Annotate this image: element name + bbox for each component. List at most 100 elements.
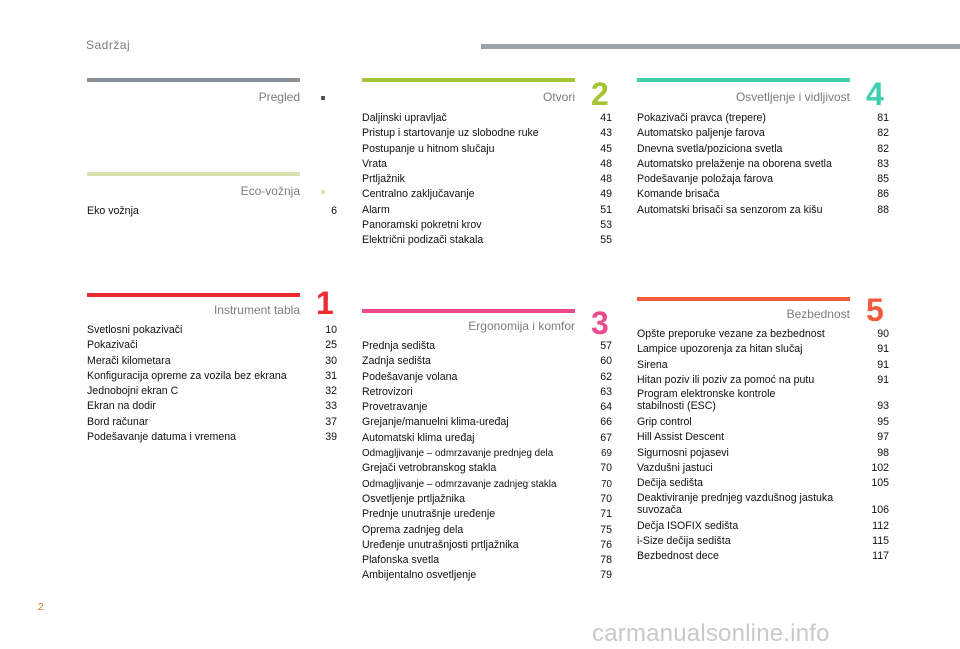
toc-entry[interactable]: Osvetljenje prtljažnika 70	[362, 492, 612, 507]
toc-entry[interactable]: Daljinski upravljač 41	[362, 111, 612, 126]
section-number: 2	[591, 76, 609, 112]
entry-title: Provetravanje	[362, 401, 428, 414]
section-otvori: Otvori 2 Daljinski upravljač 41 Pristup i…	[362, 78, 612, 253]
entry-title: Sigurnosni pojasevi	[637, 446, 729, 459]
section-marker	[321, 190, 325, 194]
toc-entry[interactable]: Ambijentalno osvetljenje 79	[362, 568, 612, 583]
entry-title: i-Size dečija sedišta	[637, 534, 731, 547]
section-bezbednost: Bezbednost 5 Opšte preporuke vezane za b…	[637, 294, 889, 577]
section-bar	[87, 172, 300, 176]
toc-entry[interactable]: Postupanje u hitnom slučaju 45	[362, 142, 612, 157]
toc-entry[interactable]: Pokazivači pravca (trepere) 81	[637, 111, 889, 126]
toc-entry[interactable]: Sigurnosni pojasevi 98	[637, 446, 889, 461]
toc-entry[interactable]: Grip control 95	[637, 415, 889, 430]
entry-page: 32	[325, 385, 337, 398]
toc-entry[interactable]: Odmagljivanje – odmrzavanje prednjeg del…	[362, 446, 612, 461]
toc-entry[interactable]: Vrata 48	[362, 157, 612, 172]
toc-entry[interactable]: Električni podizači stakala 55	[362, 233, 612, 248]
entry-title: Podešavanje volana	[362, 370, 458, 383]
section-number: 4	[866, 76, 884, 112]
toc-entry[interactable]: Pokazivači 25	[87, 338, 337, 353]
entry-title: Dnevna svetla/poziciona svetla	[637, 142, 783, 155]
toc-entry[interactable]: Hill Assist Descent 97	[637, 430, 889, 445]
page-header-title: Sadržaj	[86, 38, 131, 52]
entry-list: Prednja sedišta 57 Zadnja sedišta 60 Podeš…	[362, 339, 612, 584]
entry-title: Hitan poziv ili poziv za pomoć na putu	[637, 373, 815, 386]
toc-entry[interactable]: i-Size dečija sedišta 115	[637, 534, 889, 549]
toc-entry[interactable]: Lampice upozorenja za hitan slučaj 91	[637, 342, 889, 357]
toc-entry[interactable]: Prtljažnik 48	[362, 172, 612, 187]
toc-entry[interactable]: Prednja sedišta 57	[362, 339, 612, 354]
toc-entry[interactable]: Program elektronske kontrole stabilnosti…	[637, 388, 889, 412]
section-marker	[321, 96, 325, 100]
toc-entry[interactable]: Dečja ISOFIX sedišta 112	[637, 519, 889, 534]
toc-entry[interactable]: Panoramski pokretni krov 53	[362, 218, 612, 233]
toc-entry[interactable]: Dnevna svetla/poziciona svetla 82	[637, 142, 889, 157]
entry-title: Automatski klima uređaj	[362, 431, 475, 444]
toc-entry[interactable]: Prednje unutrašnje uređenje 71	[362, 507, 612, 522]
entry-page: 30	[325, 354, 337, 367]
toc-entry[interactable]: Podešavanje volana 62	[362, 370, 612, 385]
toc-entry[interactable]: Centralno zaključavanje 49	[362, 187, 612, 202]
section-ergonomija: Ergonomija i komfor 3 Prednja sedišta 57 …	[362, 307, 612, 589]
entry-page: 63	[600, 385, 612, 398]
toc-entry[interactable]: Grejanje/manuelni klima-uređaj 66	[362, 415, 612, 430]
toc-entry[interactable]: Automatsko paljenje farova 82	[637, 126, 889, 141]
entry-title: Komande brisača	[637, 188, 720, 201]
entry-page: 82	[877, 127, 889, 140]
entry-page: 91	[877, 343, 889, 356]
entry-page: 48	[600, 157, 612, 170]
toc-entry[interactable]: Podešavanje datuma i vremena 39	[87, 430, 337, 445]
toc-entry[interactable]: Automatsko prelaženje na oborena svetla 8…	[637, 157, 889, 172]
watermark: carmanualsonline.info	[592, 620, 830, 647]
entry-title: Električni podizači stakala	[362, 234, 484, 247]
toc-entry[interactable]: Oprema zadnjeg dela 75	[362, 523, 612, 538]
toc-entry[interactable]: Podešavanje položaja farova 85	[637, 172, 889, 187]
toc-entry[interactable]: Provetravanje 64	[362, 400, 612, 415]
entry-title: Jednobojni ekran C	[87, 385, 179, 398]
toc-entry[interactable]: Automatski brisači sa senzorom za kišu 88	[637, 203, 889, 218]
entry-page: 25	[325, 339, 337, 352]
toc-entry[interactable]: Komande brisača 86	[637, 187, 889, 202]
toc-entry[interactable]: Ekran na dodir 33	[87, 399, 337, 414]
entry-title: Merači kilometara	[87, 354, 171, 367]
toc-entry[interactable]: Uređenje unutrašnjosti prtljažnika 76	[362, 538, 612, 553]
toc-entry[interactable]: Plafonska svetla 78	[362, 553, 612, 568]
toc-entry[interactable]: Alarm 51	[362, 203, 612, 218]
toc-entry[interactable]: Deaktiviranje prednjeg vazdušnog jastuka…	[637, 492, 889, 516]
entry-title: Bord računar	[87, 415, 149, 428]
toc-entry[interactable]: Eko vožnja 6	[87, 204, 337, 219]
toc-entry[interactable]: Odmagljivanje – odmrzavanje zadnjeg stak…	[362, 477, 612, 492]
entry-title: Program elektronske kontrole stabilnosti…	[637, 388, 776, 413]
toc-entry[interactable]: Dečija sedišta 105	[637, 476, 889, 491]
toc-entry[interactable]: Konfiguracija opreme za vozila bez ekran…	[87, 369, 337, 384]
entry-page: 67	[600, 431, 612, 444]
toc-entry[interactable]: Hitan poziv ili poziv za pomoć na putu 91	[637, 373, 889, 388]
toc-entry[interactable]: Svetlosni pokazivači 10	[87, 323, 337, 338]
toc-entry[interactable]: Grejači vetrobranskog stakla 70	[362, 461, 612, 476]
entry-page: 78	[600, 554, 612, 567]
entry-title: Ekran na dodir	[87, 400, 156, 413]
toc-entry[interactable]: Bezbednost dece 117	[637, 549, 889, 564]
entry-page: 102	[871, 462, 889, 475]
toc-entry[interactable]: Retrovizori 63	[362, 385, 612, 400]
entry-title: Zadnja sedišta	[362, 355, 431, 368]
toc-entry[interactable]: Sirena 91	[637, 358, 889, 373]
entry-title: Osvetljenje prtljažnika	[362, 492, 466, 505]
toc-entry[interactable]: Bord računar 37	[87, 415, 337, 430]
toc-entry[interactable]: Opšte preporuke vezane za bezbednost 90	[637, 327, 889, 342]
toc-entry[interactable]: Jednobojni ekran C 32	[87, 384, 337, 399]
toc-entry[interactable]: Zadnja sedišta 60	[362, 354, 612, 369]
entry-title: Odmagljivanje – odmrzavanje zadnjeg stak…	[362, 478, 557, 490]
toc-entry[interactable]: Automatski klima uređaj 67	[362, 431, 612, 446]
entry-title: Svetlosni pokazivači	[87, 324, 183, 336]
entry-title: Bezbednost dece	[637, 550, 719, 563]
entry-page: 70	[600, 462, 612, 475]
section-osvetljenje: Osvetljenje i vidljivost 4 Pokazivači pr…	[637, 78, 889, 228]
entry-title: Automatski brisači sa senzorom za kišu	[637, 203, 823, 216]
entry-title: Odmagljivanje – odmrzavanje prednjeg del…	[362, 448, 554, 460]
toc-entry[interactable]: Merači kilometara 30	[87, 354, 337, 369]
toc-entry[interactable]: Pristup i startovanje uz slobodne ruke 43	[362, 126, 612, 141]
entry-page: 115	[872, 534, 889, 547]
toc-entry[interactable]: Vazdušni jastuci 102	[637, 461, 889, 476]
